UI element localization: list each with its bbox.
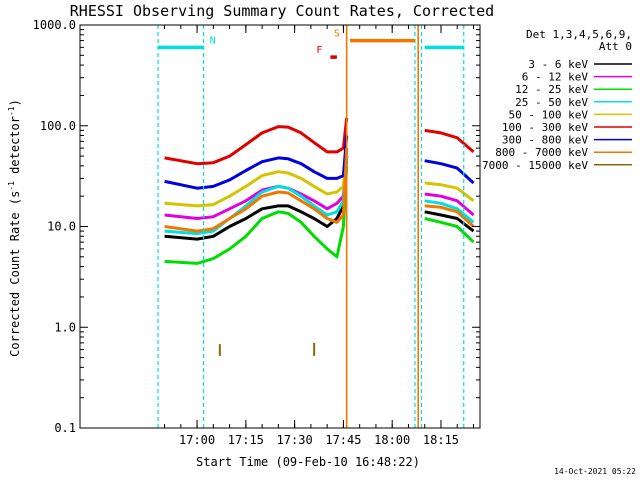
y-label-part-2: detector xyxy=(8,116,22,181)
y-label-exponent-1: -1 xyxy=(7,181,16,191)
svg-text:Corrected Count Rate (s-1 dete: Corrected Count Rate (s-1 detector-1) xyxy=(7,99,22,357)
legend-label: 3 - 6 keV xyxy=(528,58,588,71)
y-label-part-1: Corrected Count Rate (s xyxy=(8,191,22,357)
legend-label: 50 - 100 keV xyxy=(509,108,589,121)
marker-label: S xyxy=(334,29,340,40)
chart-title: RHESSI Observing Summary Count Rates, Co… xyxy=(70,2,494,20)
x-tick-label: 17:30 xyxy=(277,433,313,447)
series-line xyxy=(164,117,475,166)
y-tick-label: 0.1 xyxy=(54,421,76,435)
marker-label: N xyxy=(210,35,216,46)
series-line xyxy=(164,156,475,241)
x-tick-label: 17:15 xyxy=(228,433,264,447)
y-tick-label: 1000.0 xyxy=(33,18,76,32)
legend-label: 300 - 800 keV xyxy=(502,134,588,147)
legend-label: 7000 - 15000 keV xyxy=(482,159,588,172)
legend-header-line2: Att 0 xyxy=(599,40,632,53)
y-label-part-3: ) xyxy=(8,99,22,106)
y-tick-label: 10.0 xyxy=(47,220,76,234)
series-line xyxy=(164,155,475,236)
series-line xyxy=(164,148,475,233)
legend-label: 800 - 7000 keV xyxy=(495,146,588,159)
legend-label: 12 - 25 keV xyxy=(515,83,588,96)
legend-label: 25 - 50 keV xyxy=(515,96,588,109)
legend-label: 100 - 300 keV xyxy=(502,121,588,134)
x-tick-label: 17:00 xyxy=(179,433,215,447)
plot-frame xyxy=(79,24,481,429)
y-tick-label: 100.0 xyxy=(40,119,76,133)
marker-label: F xyxy=(316,45,322,56)
legend-label: 6 - 12 keV xyxy=(522,71,589,84)
x-tick-label: 18:15 xyxy=(423,433,459,447)
footer-timestamp: 14-Oct-2021 05:22 xyxy=(554,467,636,476)
x-axis-label: Start Time (09-Feb-10 16:48:22) xyxy=(196,455,420,469)
y-axis-label: Corrected Count Rate (s-1 detector-1) xyxy=(7,99,22,357)
x-tick-label: 17:45 xyxy=(325,433,361,447)
series-line xyxy=(164,135,475,190)
y-tick-label: 1.0 xyxy=(54,320,76,334)
y-label-exponent-2: -1 xyxy=(7,106,16,116)
series-line xyxy=(164,165,475,265)
legend-header-line1: Det 1,3,4,5,6,9, xyxy=(526,28,632,41)
series-line xyxy=(164,147,475,208)
x-tick-label: 18:00 xyxy=(374,433,410,447)
